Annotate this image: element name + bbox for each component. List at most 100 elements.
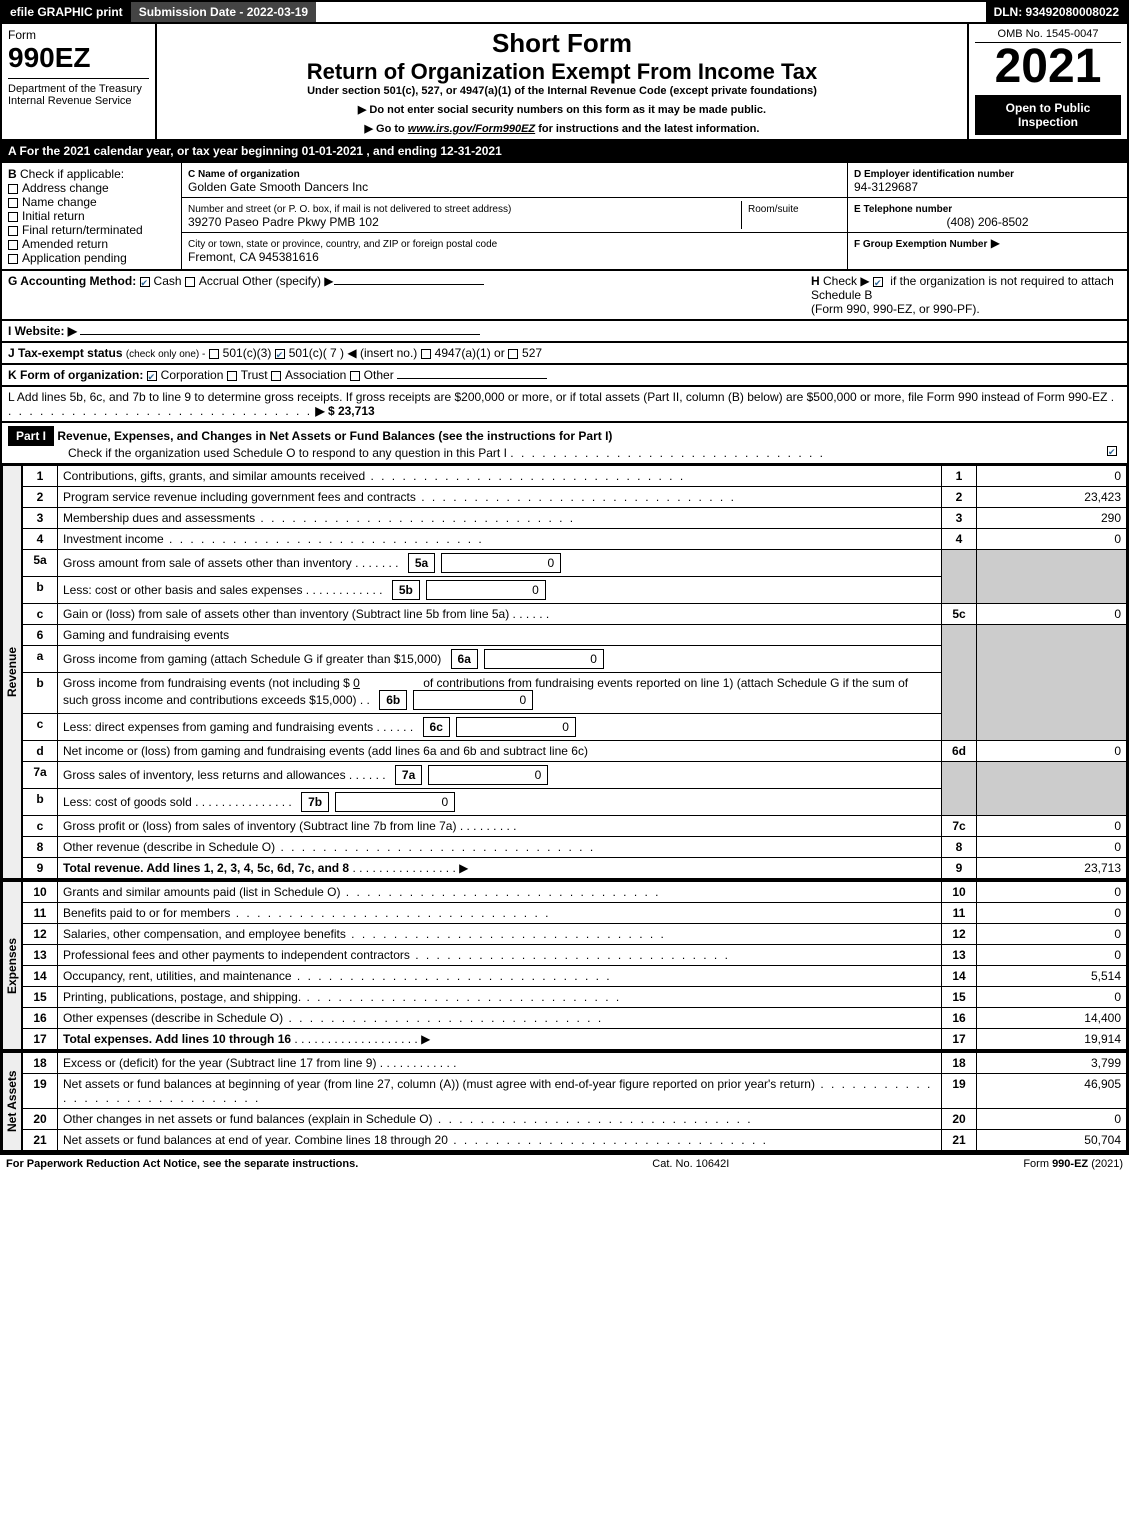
line-9: 9Total revenue. Add lines 1, 2, 3, 4, 5c… <box>23 858 1127 879</box>
org-name: Golden Gate Smooth Dancers Inc <box>188 180 368 194</box>
line-3: 3Membership dues and assessments3290 <box>23 508 1127 529</box>
checkbox-4947[interactable] <box>421 349 431 359</box>
j-o1: 501(c)(3) <box>223 346 272 360</box>
checkbox-pending[interactable] <box>8 254 18 264</box>
k-trust: Trust <box>241 368 268 382</box>
part-1-label: Part I <box>8 426 54 446</box>
line-4: 4Investment income40 <box>23 529 1127 550</box>
efile-label[interactable]: efile GRAPHIC print <box>2 2 131 22</box>
expenses-side-label: Expenses <box>2 881 22 1050</box>
info-grid: B Check if applicable: Address change Na… <box>0 163 1129 271</box>
c-name-label: C Name of organization <box>188 169 300 180</box>
checkbox-initial[interactable] <box>8 212 18 222</box>
checkbox-accrual[interactable] <box>185 277 195 287</box>
open-public: Open to Public Inspection <box>975 95 1121 135</box>
line-12: 12Salaries, other compensation, and empl… <box>23 924 1127 945</box>
g-label: G Accounting Method: <box>8 274 136 288</box>
line-2: 2Program service revenue including gover… <box>23 487 1127 508</box>
l-text: L Add lines 5b, 6c, and 7b to line 9 to … <box>8 390 1107 404</box>
line-19: 19Net assets or fund balances at beginni… <box>23 1074 1127 1109</box>
section-k: K Form of organization: Corporation Trus… <box>0 365 1129 387</box>
short-form-title: Short Form <box>167 28 957 59</box>
page-footer: For Paperwork Reduction Act Notice, see … <box>0 1153 1129 1173</box>
line-17: 17Total expenses. Add lines 10 through 1… <box>23 1029 1127 1050</box>
section-a: A For the 2021 calendar year, or tax yea… <box>0 141 1129 163</box>
checkbox-h[interactable] <box>873 277 883 287</box>
k-corp: Corporation <box>161 368 224 382</box>
checkbox-amended[interactable] <box>8 240 18 250</box>
checkbox-501c[interactable] <box>275 349 285 359</box>
revenue-table: 1Contributions, gifts, grants, and simil… <box>22 465 1127 879</box>
other-label: Other (specify) ▶ <box>242 274 333 288</box>
line-21: 21Net assets or fund balances at end of … <box>23 1130 1127 1151</box>
revenue-section: Revenue 1Contributions, gifts, grants, a… <box>0 465 1129 881</box>
line-7c: cGross profit or (loss) from sales of in… <box>23 816 1127 837</box>
org-addr: 39270 Paseo Padre Pkwy PMB 102 <box>188 215 379 229</box>
checkbox-name-change[interactable] <box>8 198 18 208</box>
checkbox-trust[interactable] <box>227 371 237 381</box>
submission-date: Submission Date - 2022-03-19 <box>131 2 316 22</box>
opt-address: Address change <box>22 181 109 195</box>
checkbox-501c3[interactable] <box>209 349 219 359</box>
h-text3: (Form 990, 990-EZ, or 990-PF). <box>811 302 980 316</box>
ssn-note: Do not enter social security numbers on … <box>369 104 766 116</box>
j-label: J Tax-exempt status <box>8 346 123 360</box>
j-o2: 501(c)( 7 ) ◀ (insert no.) <box>289 346 418 360</box>
part-1-checknote: Check if the organization used Schedule … <box>68 446 507 460</box>
footer-right: Form 990-EZ (2021) <box>1023 1158 1123 1170</box>
dln-label: DLN: 93492080008022 <box>986 2 1127 22</box>
netassets-side-label: Net Assets <box>2 1052 22 1151</box>
e-phone-label: E Telephone number <box>854 204 952 215</box>
d-ein-label: D Employer identification number <box>854 169 1014 180</box>
arrow-icon <box>358 104 369 116</box>
l-amount: ▶ $ 23,713 <box>315 404 374 418</box>
goto-link[interactable]: Go to www.irs.gov/Form990EZ for instruct… <box>376 123 759 135</box>
checkbox-other[interactable] <box>350 371 360 381</box>
k-other: Other <box>364 368 394 382</box>
opt-initial: Initial return <box>22 209 85 223</box>
j-note: (check only one) - <box>126 349 205 360</box>
section-b-label: B <box>8 167 17 181</box>
h-check: Check ▶ <box>823 274 870 288</box>
accrual-label: Accrual <box>199 274 239 288</box>
checkbox-assoc[interactable] <box>271 371 281 381</box>
line-18: 18Excess or (deficit) for the year (Subt… <box>23 1053 1127 1074</box>
line-8: 8Other revenue (describe in Schedule O)8… <box>23 837 1127 858</box>
section-l: L Add lines 5b, 6c, and 7b to line 9 to … <box>0 387 1129 423</box>
revenue-side-label: Revenue <box>2 465 22 879</box>
top-bar: efile GRAPHIC print Submission Date - 20… <box>0 0 1129 24</box>
section-i: I Website: ▶ <box>0 321 1129 343</box>
dept-label: Department of the Treasury <box>8 83 149 95</box>
part-1-header: Part I Revenue, Expenses, and Changes in… <box>0 423 1129 465</box>
tax-year: 2021 <box>975 43 1121 91</box>
other-input[interactable] <box>334 284 484 285</box>
netassets-section: Net Assets 18Excess or (deficit) for the… <box>0 1052 1129 1153</box>
opt-amended: Amended return <box>22 237 108 251</box>
checkbox-cash[interactable] <box>140 277 150 287</box>
expenses-section: Expenses 10Grants and similar amounts pa… <box>0 881 1129 1052</box>
under-section: Under section 501(c), 527, or 4947(a)(1)… <box>167 85 957 97</box>
expenses-table: 10Grants and similar amounts paid (list … <box>22 881 1127 1050</box>
checkbox-final[interactable] <box>8 226 18 236</box>
line-5a: 5aGross amount from sale of assets other… <box>23 550 1127 577</box>
k-other-input[interactable] <box>397 378 547 379</box>
checkbox-527[interactable] <box>508 349 518 359</box>
footer-left: For Paperwork Reduction Act Notice, see … <box>6 1158 358 1170</box>
line-15: 15Printing, publications, postage, and s… <box>23 987 1127 1008</box>
arrow-icon <box>365 123 376 135</box>
line-20: 20Other changes in net assets or fund ba… <box>23 1109 1127 1130</box>
line-1: 1Contributions, gifts, grants, and simil… <box>23 466 1127 487</box>
cash-label: Cash <box>154 274 182 288</box>
line-7a: 7aGross sales of inventory, less returns… <box>23 762 1127 789</box>
addr-label: Number and street (or P. O. box, if mail… <box>188 204 511 215</box>
opt-pending: Application pending <box>22 251 127 265</box>
checkbox-schedule-o[interactable] <box>1107 446 1117 456</box>
line-13: 13Professional fees and other payments t… <box>23 945 1127 966</box>
checkbox-corp[interactable] <box>147 371 157 381</box>
check-if: Check if applicable: <box>20 167 124 181</box>
part-1-title: Revenue, Expenses, and Changes in Net As… <box>57 429 612 443</box>
line-14: 14Occupancy, rent, utilities, and mainte… <box>23 966 1127 987</box>
checkbox-address-change[interactable] <box>8 184 18 194</box>
section-g-h: G Accounting Method: Cash Accrual Other … <box>0 271 1129 321</box>
website-input[interactable] <box>80 334 480 335</box>
